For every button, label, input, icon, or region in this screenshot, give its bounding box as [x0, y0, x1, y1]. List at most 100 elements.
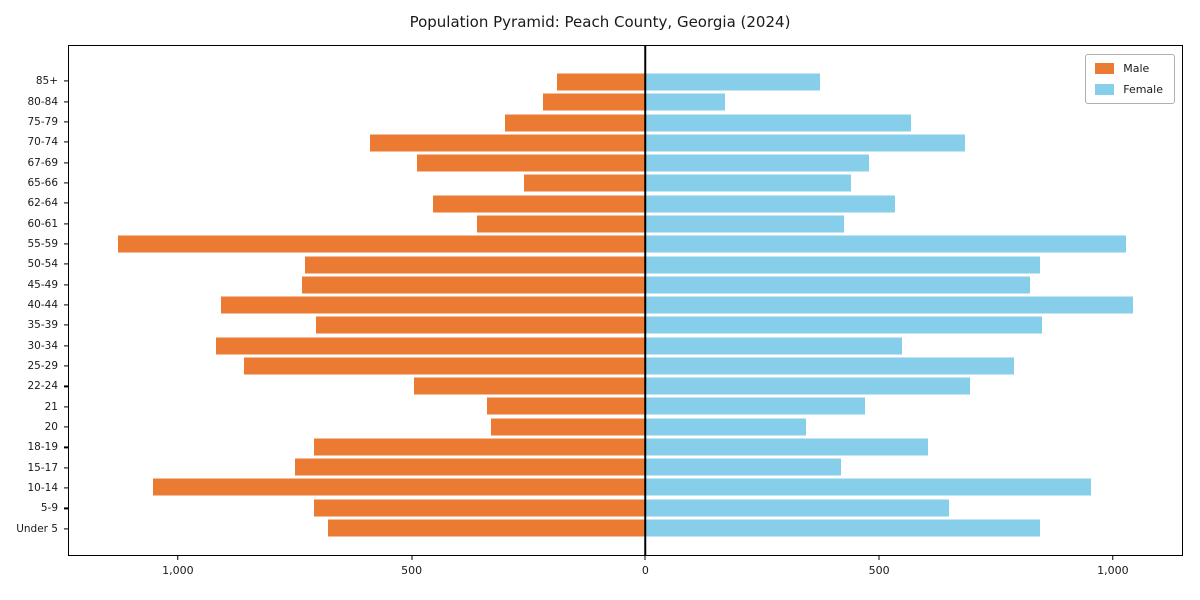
plot-area: Male Female: [68, 45, 1183, 556]
y-tick-label-25-29: 25-29: [0, 356, 68, 376]
male-bar-67-69: [416, 154, 646, 172]
bar-row-30-34: [69, 335, 1182, 355]
female-bar-60-61: [645, 215, 844, 233]
female-bar-85+: [645, 73, 821, 91]
female-bar-30-34: [645, 337, 902, 355]
male-bar-75-79: [505, 114, 646, 132]
x-tick-label: 500: [401, 564, 423, 577]
y-tick-label-50-54: 50-54: [0, 254, 68, 274]
x-tick-1,000: 1,000: [162, 556, 194, 577]
female-bar-67-69: [645, 154, 870, 172]
male-bar-60-61: [477, 215, 646, 233]
y-tick-label-67-69: 67-69: [0, 152, 68, 172]
y-tick-label-30-34: 30-34: [0, 335, 68, 355]
bar-row-10-14: [69, 477, 1182, 497]
x-tick-label: 1,000: [162, 564, 194, 577]
y-tick-label-5-9: 5-9: [0, 498, 68, 518]
x-tick-label: 1,000: [1097, 564, 1129, 577]
bar-row-62-64: [69, 194, 1182, 214]
bar-row-45-49: [69, 275, 1182, 295]
x-tick-label: 0: [641, 564, 649, 577]
y-tick-label-60-61: 60-61: [0, 213, 68, 233]
y-tick-mark: [64, 182, 68, 184]
male-bar-30-34: [216, 337, 646, 355]
female-bar-80-84: [645, 93, 725, 111]
male-bar-10-14: [153, 478, 646, 496]
female-bar-Under 5: [645, 519, 1040, 537]
y-tick-label-65-66: 65-66: [0, 173, 68, 193]
bar-row-15-17: [69, 457, 1182, 477]
y-tick-mark: [64, 365, 68, 367]
y-tick-mark: [64, 426, 68, 428]
female-bar-70-74: [645, 134, 965, 152]
legend-item-female: Female: [1095, 83, 1163, 96]
bar-row-5-9: [69, 498, 1182, 518]
y-tick-label-Under 5: Under 5: [0, 519, 68, 539]
female-bar-22-24: [645, 377, 970, 395]
y-tick-mark: [64, 406, 68, 408]
male-bar-35-39: [316, 316, 646, 334]
y-tick-label-20: 20: [0, 417, 68, 437]
bar-row-20: [69, 417, 1182, 437]
bar-row-67-69: [69, 153, 1182, 173]
bar-row-35-39: [69, 315, 1182, 335]
y-tick-label-18-19: 18-19: [0, 437, 68, 457]
legend-item-male: Male: [1095, 62, 1163, 75]
male-bar-5-9: [314, 499, 646, 517]
y-tick-mark: [64, 324, 68, 326]
y-tick-label-45-49: 45-49: [0, 274, 68, 294]
y-tick-label-10-14: 10-14: [0, 478, 68, 498]
male-bar-65-66: [524, 174, 646, 192]
male-bar-70-74: [370, 134, 646, 152]
y-tick-mark: [64, 100, 68, 103]
y-tick-mark: [64, 121, 68, 123]
chart-title: Population Pyramid: Peach County, Georgi…: [409, 13, 791, 31]
bar-row-21: [69, 396, 1182, 416]
legend-label-male: Male: [1123, 62, 1150, 75]
bar-row-18-19: [69, 437, 1182, 457]
bar-row-80-84: [69, 92, 1182, 112]
female-bar-75-79: [645, 114, 912, 132]
female-bar-45-49: [645, 276, 1031, 294]
male-bar-20: [491, 418, 646, 436]
x-tick-mark: [411, 556, 413, 560]
female-bar-40-44: [645, 296, 1133, 314]
y-tick-label-22-24: 22-24: [0, 376, 68, 396]
male-bar-22-24: [414, 377, 646, 395]
y-tick-mark: [64, 80, 68, 82]
y-tick-mark: [64, 141, 68, 143]
y-tick-mark: [64, 161, 68, 164]
bar-row-70-74: [69, 133, 1182, 153]
female-bar-10-14: [645, 478, 1091, 496]
bar-row-22-24: [69, 376, 1182, 396]
bar-rows: [69, 46, 1182, 555]
y-tick-mark: [64, 487, 68, 489]
legend-label-female: Female: [1123, 83, 1163, 96]
y-tick-label-40-44: 40-44: [0, 295, 68, 315]
x-tick-label: 500: [868, 564, 890, 577]
female-bar-15-17: [645, 458, 842, 476]
y-tick-label-55-59: 55-59: [0, 234, 68, 254]
bar-row-Under 5: [69, 518, 1182, 538]
x-tick-0: 0: [642, 556, 649, 577]
male-bar-50-54: [304, 256, 646, 274]
male-bar-45-49: [302, 276, 646, 294]
y-tick-label-70-74: 70-74: [0, 132, 68, 152]
y-tick-mark: [64, 345, 68, 347]
x-axis: 1,000 500 0 500 1,000: [68, 556, 1183, 586]
male-color-swatch: [1095, 63, 1115, 74]
legend: Male Female: [1085, 54, 1175, 104]
bar-row-55-59: [69, 234, 1182, 254]
female-bar-55-59: [645, 235, 1126, 253]
y-axis: 85+ 80-84 75-79 70-74 67-69 65-66 62-64 60-61 55…: [0, 45, 68, 556]
bar-row-40-44: [69, 295, 1182, 315]
bar-row-65-66: [69, 173, 1182, 193]
y-tick-label-75-79: 75-79: [0, 112, 68, 132]
female-bar-20: [645, 418, 807, 436]
y-tick-mark: [64, 222, 68, 225]
y-tick-mark: [64, 202, 68, 204]
bar-row-85+: [69, 72, 1182, 92]
bar-row-60-61: [69, 214, 1182, 234]
y-tick-mark: [64, 385, 68, 387]
